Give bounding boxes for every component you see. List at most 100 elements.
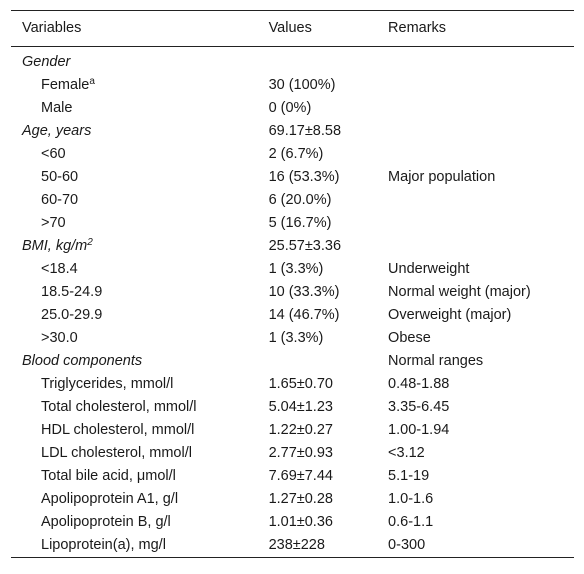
variable-label: Triglycerides, mmol/l xyxy=(41,376,174,392)
cell-remark: <3.12 xyxy=(388,445,425,461)
variable-label: 50-60 xyxy=(41,169,79,185)
variable-label: Age, years xyxy=(22,123,92,139)
cell-remark xyxy=(388,120,574,143)
cell-value: 25.57±3.36 xyxy=(268,238,342,254)
variable-label: 25.0-29.9 xyxy=(41,307,103,323)
characteristics-table: Variables Values Remarks Gender Femalea 30… xyxy=(11,10,574,558)
superscript: a xyxy=(89,76,95,87)
cell-variable: Triglycerides, mmol/l xyxy=(11,373,269,396)
table-group-row: Gender xyxy=(11,47,574,75)
cell-remark: Underweight xyxy=(388,261,470,277)
variable-label: 18.5-24.9 xyxy=(41,284,103,300)
variable-label: Apolipoprotein A1, g/l xyxy=(41,491,179,507)
table-row: 60-70 6 (20.0%) xyxy=(11,189,574,212)
cell-remark xyxy=(388,74,574,97)
cell-remark: 3.35-6.45 xyxy=(388,399,450,415)
variable-label: <60 xyxy=(41,146,66,162)
table-row: Apolipoprotein B, g/l 1.01±0.36 0.6-1.1 xyxy=(11,511,574,534)
cell-variable: >30.0 xyxy=(11,327,269,350)
cell-variable: Lipoprotein(a), mg/l xyxy=(11,534,269,558)
table-row: Lipoprotein(a), mg/l 238±228 0-300 xyxy=(11,534,574,558)
table-group-row: BMI, kg/m2 25.57±3.36 xyxy=(11,235,574,258)
header-values: Values xyxy=(268,20,312,36)
cell-variable: 25.0-29.9 xyxy=(11,304,269,327)
cell-remark: 1.00-1.94 xyxy=(388,422,450,438)
cell-remark xyxy=(388,189,574,212)
cell-value: 6 (20.0%) xyxy=(268,192,332,208)
table-body: Gender Femalea 30 (100%) Male 0 (0%) Age, yea… xyxy=(11,47,574,558)
table-row: Total cholesterol, mmol/l 5.04±1.23 3.35-6… xyxy=(11,396,574,419)
cell-remark: 0.48-1.88 xyxy=(388,376,450,392)
variable-label: Lipoprotein(a), mg/l xyxy=(41,537,166,553)
header-variables: Variables xyxy=(22,20,82,36)
table-group-row: Age, years 69.17±8.58 xyxy=(11,120,574,143)
cell-variable: <60 xyxy=(11,143,269,166)
table-row: 50-60 16 (53.3%) Major population xyxy=(11,166,574,189)
variable-label: Gender xyxy=(22,54,71,70)
cell-remark: 0.6-1.1 xyxy=(388,514,434,530)
cell-remark: 5.1-19 xyxy=(388,468,430,484)
variable-label: Total bile acid, μmol/l xyxy=(41,468,176,484)
cell-variable: 18.5-24.9 xyxy=(11,281,269,304)
table-row: <18.4 1 (3.3%) Underweight xyxy=(11,258,574,281)
cell-remark xyxy=(388,47,574,75)
table-row: >70 5 (16.7%) xyxy=(11,212,574,235)
cell-value: 5 (16.7%) xyxy=(268,215,332,231)
cell-value: 1 (3.3%) xyxy=(268,330,324,346)
cell-remark: Major population xyxy=(388,169,496,185)
cell-variable: HDL cholesterol, mmol/l xyxy=(11,419,269,442)
cell-value: 238±228 xyxy=(268,537,325,553)
cell-variable: Male xyxy=(11,97,269,120)
header-row: Variables Values Remarks xyxy=(11,10,574,47)
variable-label: Apolipoprotein B, g/l xyxy=(41,514,171,530)
table-row: Femalea 30 (100%) xyxy=(11,74,574,97)
table-row: 18.5-24.9 10 (33.3%) Normal weight (major) xyxy=(11,281,574,304)
variable-label: LDL cholesterol, mmol/l xyxy=(41,445,192,461)
cell-remark xyxy=(388,212,574,235)
cell-variable: 60-70 xyxy=(11,189,269,212)
variable-label: Total cholesterol, mmol/l xyxy=(41,399,197,415)
cell-value: 1.22±0.27 xyxy=(268,422,333,438)
variable-label: 60-70 xyxy=(41,192,79,208)
variable-label: >70 xyxy=(41,215,66,231)
cell-variable: 50-60 xyxy=(11,166,269,189)
variable-label: >30.0 xyxy=(41,330,78,346)
cell-variable: Total bile acid, μmol/l xyxy=(11,465,269,488)
cell-variable: Apolipoprotein B, g/l xyxy=(11,511,269,534)
cell-value: 1 (3.3%) xyxy=(268,261,324,277)
cell-value: 69.17±8.58 xyxy=(268,123,342,139)
data-table-container: Variables Values Remarks Gender Femalea 30… xyxy=(11,10,574,558)
cell-value: 2 (6.7%) xyxy=(268,146,324,162)
variable-label: BMI, kg/m xyxy=(22,238,88,254)
cell-value: 1.65±0.70 xyxy=(268,376,333,392)
cell-remark: 0-300 xyxy=(388,537,426,553)
cell-variable: LDL cholesterol, mmol/l xyxy=(11,442,269,465)
variable-label: Male xyxy=(41,100,73,116)
cell-value: 30 (100%) xyxy=(268,77,336,93)
table-row: >30.0 1 (3.3%) Obese xyxy=(11,327,574,350)
cell-value: 0 (0%) xyxy=(268,100,312,116)
cell-value xyxy=(269,350,388,373)
cell-value: 16 (53.3%) xyxy=(268,169,340,185)
table-row: LDL cholesterol, mmol/l 2.77±0.93 <3.12 xyxy=(11,442,574,465)
variable-label: Female xyxy=(41,77,90,93)
cell-variable: <18.4 xyxy=(11,258,269,281)
cell-value: 1.27±0.28 xyxy=(268,491,333,507)
table-row: 25.0-29.9 14 (46.7%) Overweight (major) xyxy=(11,304,574,327)
cell-remark xyxy=(388,97,574,120)
table-row: HDL cholesterol, mmol/l 1.22±0.27 1.00-1.9… xyxy=(11,419,574,442)
cell-variable: Apolipoprotein A1, g/l xyxy=(11,488,269,511)
cell-value: 5.04±1.23 xyxy=(268,399,333,415)
cell-value: 14 (46.7%) xyxy=(268,307,340,323)
cell-variable: Total cholesterol, mmol/l xyxy=(11,396,269,419)
cell-variable: Age, years xyxy=(11,120,269,143)
cell-remark: Normal weight (major) xyxy=(388,284,531,300)
cell-variable: >70 xyxy=(11,212,269,235)
table-row: Triglycerides, mmol/l 1.65±0.70 0.48-1.88 xyxy=(11,373,574,396)
cell-value: 1.01±0.36 xyxy=(268,514,333,530)
cell-remark xyxy=(388,235,574,258)
cell-value xyxy=(269,47,388,75)
header-remarks: Remarks xyxy=(388,20,447,36)
table-row: <60 2 (6.7%) xyxy=(11,143,574,166)
table-group-row: Blood components Normal ranges xyxy=(11,350,574,373)
